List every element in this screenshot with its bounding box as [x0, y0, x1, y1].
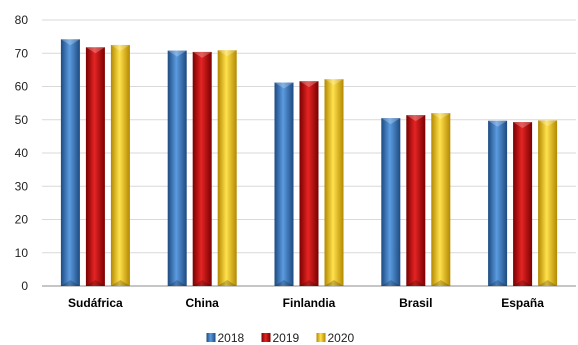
y-tick-label: 10: [15, 246, 29, 260]
x-category-label: Finlandia: [283, 296, 336, 310]
bar-body: [110, 44, 130, 286]
bar-body: [85, 47, 105, 286]
bar-top-bevel: [538, 120, 558, 127]
legend-item-2018: 2018: [206, 331, 245, 345]
bar-2018-4: [488, 120, 508, 286]
bar-bottom-bevel: [431, 280, 451, 286]
legend-label: 2019: [273, 331, 300, 345]
y-tick-label: 30: [15, 179, 29, 193]
y-tick-label: 80: [15, 13, 29, 27]
bar-2019-4: [513, 122, 533, 286]
bar-bottom-bevel: [406, 280, 426, 286]
bar-bottom-bevel: [192, 280, 212, 286]
bar-2019-0: [85, 47, 105, 286]
bar-body: [513, 122, 533, 286]
bar-top-bevel: [381, 118, 401, 125]
bar-top-bevel: [274, 82, 294, 89]
x-category-label: Brasil: [399, 296, 432, 310]
bar-top-bevel: [85, 47, 105, 54]
legend-swatch: [316, 333, 326, 342]
bar-bottom-bevel: [110, 280, 130, 286]
bar-body: [217, 50, 237, 286]
bar-top-bevel: [217, 50, 237, 57]
bar-bottom-bevel: [274, 280, 294, 286]
y-tick-label: 50: [15, 113, 29, 127]
legend-swatch: [206, 333, 216, 342]
bar-bottom-bevel: [60, 280, 80, 286]
bar-bottom-bevel: [85, 280, 105, 286]
bar-2019-2: [299, 81, 319, 287]
bar-bottom-bevel: [381, 280, 401, 286]
bar-top-bevel: [110, 44, 130, 51]
x-category-label: China: [186, 296, 220, 310]
bar-top-bevel: [299, 81, 319, 88]
bar-body: [192, 51, 212, 286]
bar-2018-1: [167, 50, 187, 287]
legend: 2018 2019 2020: [206, 331, 355, 345]
bar-top-bevel: [167, 50, 187, 57]
bar-body: [538, 120, 558, 286]
bar-top-bevel: [513, 122, 533, 129]
y-tick-label: 0: [21, 279, 28, 293]
bar-bottom-bevel: [324, 280, 344, 286]
legend-item-2019: 2019: [261, 331, 300, 345]
bar-body: [274, 82, 294, 286]
x-category-label: España: [501, 296, 544, 310]
y-tick-label: 40: [15, 146, 29, 160]
y-axis-tick-labels: 0 10 20 30 40 50 60 70 80: [15, 13, 29, 293]
bar-top-bevel: [192, 51, 212, 58]
bar-top-bevel: [431, 113, 451, 120]
bar-2018-3: [381, 118, 401, 287]
x-axis-category-labels: Sudáfrica China Finlandia Brasil España: [68, 296, 544, 310]
bar-body: [324, 79, 344, 286]
bar-2019-3: [406, 115, 426, 286]
bar-top-bevel: [324, 79, 344, 86]
bar-bottom-bevel: [488, 280, 508, 286]
bar-body: [381, 118, 401, 287]
bar-2020-3: [431, 113, 451, 286]
bar-bottom-bevel: [217, 280, 237, 286]
bar-bottom-bevel: [513, 280, 533, 286]
bar-body: [60, 39, 80, 286]
y-tick-label: 20: [15, 213, 29, 227]
bar-2020-4: [538, 120, 558, 286]
bar-top-bevel: [406, 115, 426, 122]
bar-top-bevel: [60, 39, 80, 46]
y-tick-label: 60: [15, 80, 29, 94]
bars: [60, 39, 558, 287]
bar-2020-0: [110, 44, 130, 286]
bar-bottom-bevel: [167, 280, 187, 286]
legend-swatch: [261, 333, 271, 342]
bar-body: [431, 113, 451, 286]
legend-item-2020: 2020: [316, 331, 355, 345]
bar-top-bevel: [488, 120, 508, 127]
bar-2018-2: [274, 82, 294, 286]
y-tick-label: 70: [15, 46, 29, 60]
bar-2018-0: [60, 39, 80, 286]
bar-body: [406, 115, 426, 286]
bar-2020-2: [324, 79, 344, 286]
legend-label: 2018: [218, 331, 245, 345]
bar-2019-1: [192, 51, 212, 286]
bar-body: [488, 120, 508, 286]
bar-bottom-bevel: [299, 280, 319, 286]
bar-bottom-bevel: [538, 280, 558, 286]
bar-body: [299, 81, 319, 287]
x-category-label: Sudáfrica: [68, 296, 123, 310]
legend-label: 2020: [328, 331, 355, 345]
bar-body: [167, 50, 187, 287]
bar-2020-1: [217, 50, 237, 286]
